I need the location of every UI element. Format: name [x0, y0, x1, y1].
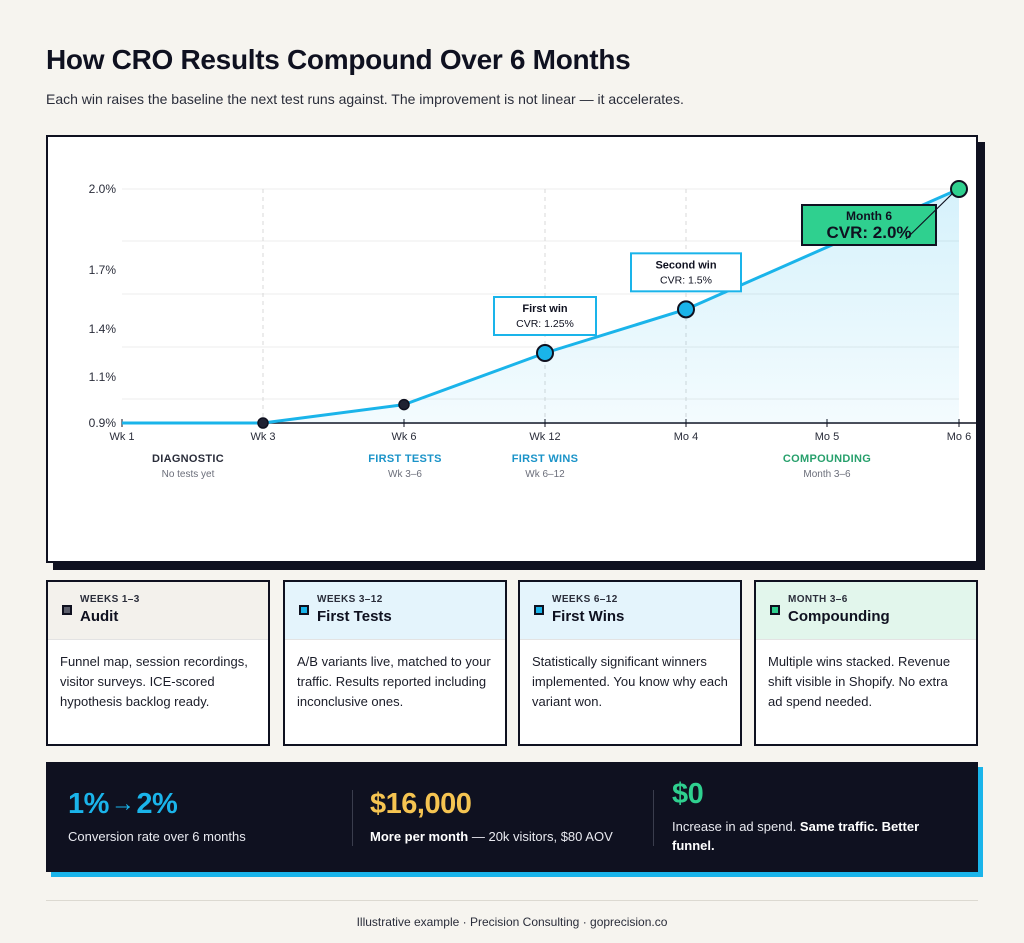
- x-tick-label: Mo 6: [947, 431, 971, 443]
- stat-adspend-value: $0: [672, 778, 704, 810]
- stats-banner: 1%→2% Conversion rate over 6 months $16,…: [46, 762, 978, 872]
- phase-name: COMPOUNDING: [782, 453, 872, 465]
- data-point: [398, 398, 410, 411]
- phase-range: Month 3–6: [803, 469, 851, 480]
- x-tick-label: Wk 3: [250, 431, 275, 443]
- series-area: [122, 189, 959, 423]
- x-tick-label: Mo 4: [674, 431, 698, 443]
- stat-conversion: 1%→2% Conversion rate over 6 months: [68, 788, 246, 898]
- arrow-right-icon: →: [110, 790, 135, 817]
- stat-conversion-to: 2%: [136, 788, 178, 820]
- stat-adspend: $0 Increase in ad spend. Same traffic. B…: [672, 778, 962, 888]
- x-tick-label: Mo 5: [815, 431, 839, 443]
- stats-divider: [653, 790, 654, 846]
- phase-card-title: Audit: [80, 608, 119, 625]
- phase-card: WEEKS 3–12 First Tests A/B variants live, …: [283, 580, 507, 746]
- stat-conversion-value: 1%→2%: [68, 788, 246, 821]
- annotation-title: Month 6: [846, 209, 892, 223]
- square-bullet-icon: [299, 605, 309, 615]
- data-point: [257, 417, 269, 429]
- phase-card-title: First Wins: [552, 608, 625, 625]
- phase-card-body: A/B variants live, matched to your traff…: [297, 654, 491, 709]
- annotation-box: [630, 252, 742, 293]
- phase-range: No tests yet: [161, 469, 215, 480]
- phase-card: WEEKS 1–3 Audit Funnel map, session record…: [46, 580, 270, 746]
- stat-revenue-desc-rest: — 20k visitors, $80 AOV: [468, 829, 613, 844]
- data-point: [536, 344, 554, 362]
- phase-label: FIRST TESTS Wk 3–6: [325, 453, 485, 480]
- phase-card-kicker: MONTH 3–6: [788, 594, 848, 605]
- phase-card-title: First Tests: [317, 608, 392, 625]
- phase-card-kicker: WEEKS 1–3: [80, 594, 140, 605]
- phase-name: DIAGNOSTIC: [151, 453, 225, 465]
- x-tick-label: Wk 6: [391, 431, 416, 443]
- phase-range: Wk 6–12: [525, 469, 565, 480]
- footer-divider: [46, 900, 978, 901]
- annotation-value: CVR: 1.25%: [516, 318, 574, 330]
- page-subtitle: Each win raises the baseline the next te…: [46, 91, 684, 107]
- annotation-title: Second win: [655, 259, 716, 271]
- stat-conversion-from: 1%: [68, 788, 109, 820]
- x-tick-label: Wk 1: [109, 431, 134, 443]
- phase-card-kicker: WEEKS 3–12: [317, 594, 383, 605]
- phase-card: MONTH 3–6 Compounding Multiple wins stacke…: [754, 580, 978, 746]
- phase-card-body: Multiple wins stacked. Revenue shift vis…: [768, 654, 951, 709]
- phase-label: FIRST WINS Wk 6–12: [465, 453, 625, 480]
- stat-revenue-value: $16,000: [370, 788, 472, 820]
- phase-range: Wk 3–6: [388, 469, 422, 480]
- phase-card-body: Funnel map, session recordings, visitor …: [60, 654, 248, 709]
- phase-card: WEEKS 6–12 First Wins Statistically signif…: [518, 580, 742, 746]
- phase-card-header: WEEKS 3–12 First Tests: [285, 582, 505, 640]
- annotation-title: First win: [522, 303, 568, 315]
- footer: Illustrative example · Precision Consult…: [356, 915, 668, 929]
- stat-adspend-desc-bold: Same traffic. Better funnel.: [672, 819, 920, 853]
- page-title: How CRO Results Compound Over 6 Months: [46, 44, 631, 75]
- phase-name: FIRST WINS: [511, 453, 579, 465]
- phase-card-header: WEEKS 1–3 Audit: [48, 582, 268, 640]
- annotation-box: [493, 296, 597, 336]
- stat-adspend-desc-rest: Increase in ad spend.: [672, 819, 800, 834]
- y-tick-label: 1.7%: [89, 263, 117, 277]
- phase-label: COMPOUNDING Month 3–6: [747, 453, 907, 480]
- phase-card-title: Compounding: [788, 608, 890, 625]
- stat-conversion-desc: Conversion rate over 6 months: [68, 829, 246, 844]
- phase-cards: WEEKS 1–3 Audit Funnel map, session record…: [46, 580, 978, 746]
- stat-revenue: $16,000 More per month — 20k visitors, $…: [370, 788, 613, 898]
- line-chart: 2.0% 1.7% 1.4% 1.1% 0.9%Wk 1 Wk 3 Wk 6 Wk 12 Mo …: [89, 180, 976, 443]
- phase-card-kicker: WEEKS 6–12: [552, 594, 618, 605]
- y-tick-label: 0.9%: [89, 416, 117, 430]
- annotation-value: CVR: 2.0%: [826, 223, 911, 242]
- phase-card-header: MONTH 3–6 Compounding: [756, 582, 976, 640]
- phase-label: DIAGNOSTIC No tests yet: [108, 453, 268, 480]
- annotation-leader: [905, 192, 954, 240]
- data-point: [677, 300, 695, 319]
- annotation-value: CVR: 1.5%: [660, 274, 712, 286]
- square-bullet-icon: [62, 605, 72, 615]
- phase-card-header: WEEKS 6–12 First Wins: [520, 582, 740, 640]
- y-tick-label: 1.1%: [89, 370, 117, 384]
- annotation-box-highlight: [801, 204, 937, 246]
- stat-adspend-desc: Increase in ad spend. Same traffic. Bett…: [672, 817, 962, 855]
- chart-card: 2.0% 1.7% 1.4% 1.1% 0.9% Wk 1 Wk 3 Wk 6 Wk 12 Mo …: [46, 135, 978, 563]
- x-tick-label: Wk 12: [529, 431, 560, 443]
- stat-revenue-desc: More per month — 20k visitors, $80 AOV: [370, 827, 613, 846]
- data-point: [950, 180, 968, 198]
- square-bullet-icon: [770, 605, 780, 615]
- stats-divider: [352, 790, 353, 846]
- stat-revenue-desc-bold: More per month: [370, 829, 469, 844]
- y-tick-label: 1.4%: [89, 322, 117, 336]
- phase-card-body: Statistically significant winners implem…: [532, 654, 728, 709]
- square-bullet-icon: [534, 605, 544, 615]
- phase-name: FIRST TESTS: [368, 453, 442, 465]
- y-tick-label: 2.0%: [89, 182, 117, 196]
